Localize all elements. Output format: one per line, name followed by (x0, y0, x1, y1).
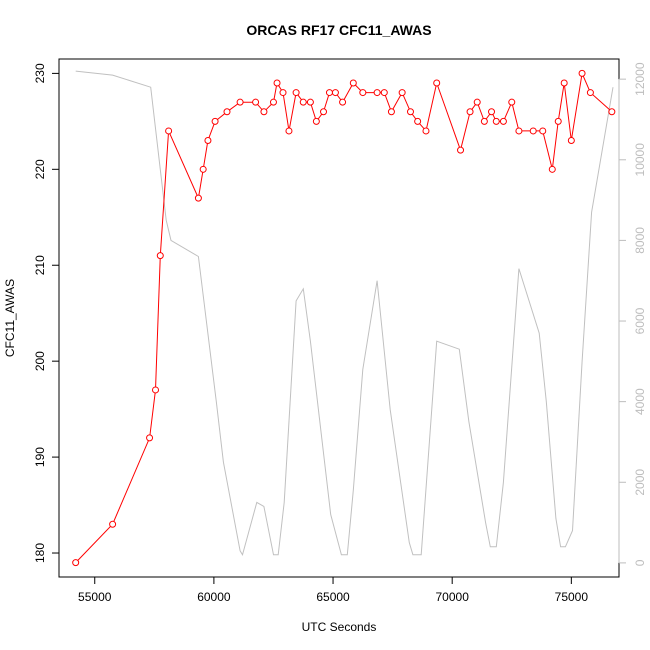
left-axis-series-point (554, 117, 562, 125)
left-axis-series-point (165, 127, 173, 135)
left-axis-series-line (75, 71, 613, 563)
x-tick-label: 65000 (316, 590, 350, 604)
left-axis-series-point (578, 69, 586, 77)
left-axis-series-point (199, 165, 207, 173)
left-axis-series-point (152, 386, 160, 394)
left-axis-series-point (252, 98, 260, 106)
y-tick-label: 200 (33, 351, 47, 371)
left-axis-series-point (380, 89, 388, 97)
left-axis-series-point (466, 108, 474, 116)
left-axis-series-point (548, 165, 556, 173)
left-axis-series-point (492, 117, 500, 125)
left-axis-series-point (473, 98, 481, 106)
left-axis-series-point (223, 108, 231, 116)
y2-tick-label: 0 (633, 559, 647, 566)
left-axis-series-point (560, 79, 568, 87)
left-axis-series-point (204, 137, 212, 145)
y2-tick-label: 2000 (633, 469, 647, 496)
y-tick-label: 220 (33, 159, 47, 179)
left-axis-series-point (156, 252, 164, 260)
y-axis-left: 180 190 200 210 220 230 (33, 63, 60, 563)
y2-tick-label: 10000 (633, 143, 647, 177)
left-axis-series-point (72, 559, 80, 567)
left-axis-series-point (236, 98, 244, 106)
y2-tick-label: 4000 (633, 388, 647, 415)
left-axis-series-point (608, 108, 616, 116)
x-axis-label: UTC Seconds (302, 620, 377, 634)
left-axis-series-point (422, 127, 430, 135)
y2-tick-label: 12000 (633, 62, 647, 96)
left-axis-series-point (406, 108, 414, 116)
y2-tick-label: 6000 (633, 307, 647, 334)
left-axis-series-point (269, 98, 277, 106)
left-axis-series-point (285, 127, 293, 135)
left-axis-series-point (260, 108, 268, 116)
left-axis-series-point (387, 108, 395, 116)
left-axis-series-point (292, 89, 300, 97)
left-axis-series-point (373, 89, 381, 97)
left-axis-series-point (273, 79, 281, 87)
x-tick-label: 60000 (197, 590, 231, 604)
left-axis-series-point (194, 194, 202, 202)
left-axis-series-point (433, 79, 441, 87)
series-layer (72, 69, 616, 567)
left-axis-series-point (109, 520, 117, 528)
left-axis-series-point (325, 89, 333, 97)
left-axis-series-point (279, 89, 287, 97)
left-axis-series-point (515, 127, 523, 135)
left-axis-series-point (480, 117, 488, 125)
right-axis-series-line (75, 70, 614, 557)
y-tick-label: 210 (33, 255, 47, 275)
left-axis-series-point (567, 137, 575, 145)
x-axis: 55000 60000 65000 70000 75000 (78, 576, 589, 604)
left-axis-series-point (146, 434, 154, 442)
left-axis-series-point (457, 146, 465, 154)
y-tick-label: 190 (33, 447, 47, 467)
x-tick-label: 75000 (555, 590, 589, 604)
left-axis-series-point (306, 98, 314, 106)
x-tick-label: 55000 (78, 590, 112, 604)
y-tick-label: 230 (33, 63, 47, 83)
left-axis-series-point (299, 98, 307, 106)
y-tick-label: 180 (33, 543, 47, 563)
left-axis-series-point (586, 89, 594, 97)
left-axis-series-point (488, 108, 496, 116)
y-axis-right: 0 2000 4000 6000 8000 10000 12000 (618, 62, 647, 566)
left-axis-series-point (539, 127, 547, 135)
left-axis-series-point (499, 117, 507, 125)
y2-tick-label: 8000 (633, 227, 647, 254)
x-tick-label: 70000 (436, 590, 470, 604)
chart-title: ORCAS RF17 CFC11_AWAS (246, 22, 431, 38)
left-axis-series-point (529, 127, 537, 135)
left-axis-series-point (349, 79, 357, 87)
left-axis-series-point (359, 89, 367, 97)
left-axis-series-point (414, 117, 422, 125)
left-axis-series-point (312, 117, 320, 125)
plot-frame (58, 58, 620, 578)
left-axis-series-point (320, 108, 328, 116)
left-axis-series-point (398, 89, 406, 97)
left-axis-series-point (508, 98, 516, 106)
left-axis-series-point (331, 89, 339, 97)
left-axis-series-point (211, 117, 219, 125)
left-axis-series-point (339, 98, 347, 106)
y-axis-label: CFC11_AWAS (3, 279, 17, 357)
